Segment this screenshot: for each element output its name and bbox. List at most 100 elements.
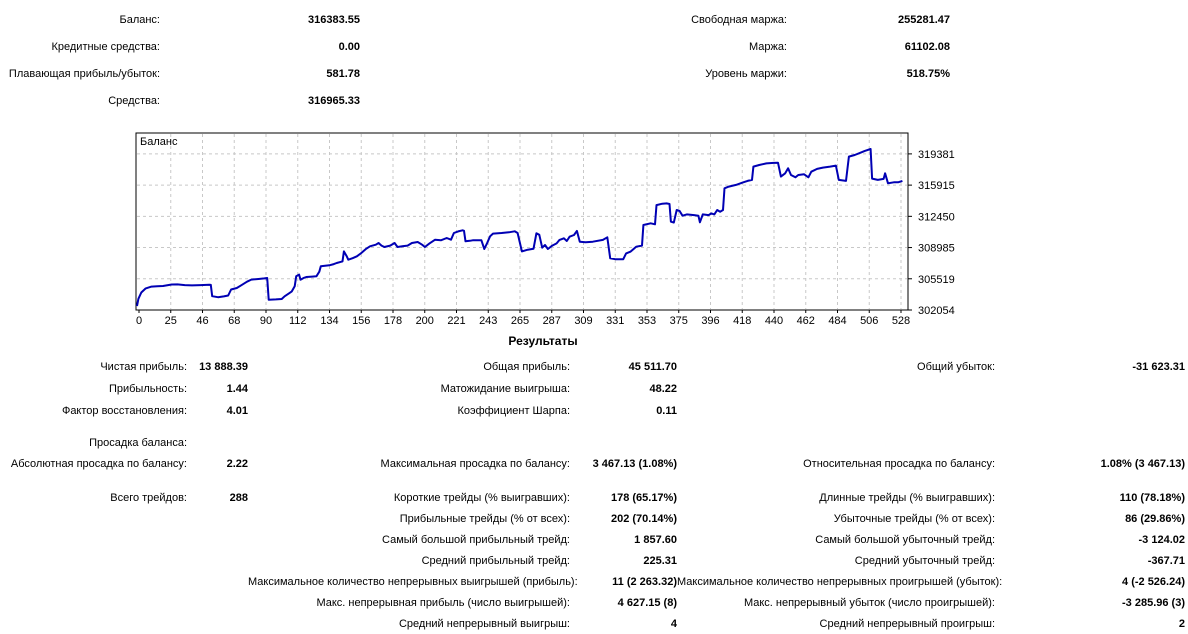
stat-label: Длинные трейды (% выигравших): [819,491,995,504]
x-tick-label: 221 [447,315,465,327]
x-tick-label: 528 [892,315,910,327]
stat-value: 3 467.13 (1.08%) [592,457,677,470]
stat-label: Короткие трейды (% выигравших): [393,491,570,504]
stat-label: Уровень маржи: [705,67,787,80]
stat-label: Фактор восстановления: [61,405,187,417]
stat-label: Всего трейдов: [110,491,187,504]
results-heading: Результаты [508,334,578,348]
stat-value: 2 [1178,617,1185,630]
stat-label: Максимальное количество непрерывных выиг… [248,575,578,588]
stat-label: Общий убыток: [917,361,995,373]
stat-label: Средний прибыльный трейд: [421,554,570,567]
stat-row: Самый большой прибыльный трейд: 1 857.60 С… [0,529,1185,550]
stat-value: 316383.55 [308,13,360,26]
trade-stats: Всего трейдов: 288 Короткие трейды (% выиг… [0,487,1185,634]
stat-value: 581.78 [326,67,360,80]
stat-value: 288 [229,491,248,504]
x-tick-label: 375 [670,315,688,327]
x-tick-label: 68 [228,315,240,327]
stat-value: 1 857.60 [634,533,677,546]
x-tick-label: 265 [511,315,529,327]
x-tick-label: 331 [606,315,624,327]
stat-row: Чистая прибыль: 13 888.39 Общая прибыль: 45… [0,356,1185,378]
y-tick-label: 308985 [918,243,955,255]
y-tick-label: 302054 [918,305,955,317]
stat-label: Абсолютная просадка по балансу: [10,457,187,470]
stat-label: Относительная просадка по балансу: [803,457,995,470]
stat-label: Матожидание выигрыша: [440,383,570,395]
stat-value: 13 888.39 [199,361,248,373]
stat-value: -367.71 [1147,554,1185,567]
x-tick-label: 178 [384,315,402,327]
stat-row: Прибыльность: 1.44 Матожидание выигрыша: 48… [0,378,1185,400]
x-tick-label: 243 [479,315,497,327]
stat-value: 1.08% (3 467.13) [1100,457,1185,470]
stat-label: Макс. непрерывный убыток (число проигрыш… [743,596,995,609]
stat-row: Плавающая прибыль/убыток: 581.78 Уровень м… [0,60,950,87]
x-tick-label: 134 [320,315,338,327]
stat-value: 0.00 [338,40,360,53]
x-tick-label: 156 [352,315,370,327]
stat-value: 48.22 [649,383,677,395]
stat-value: 316965.33 [308,94,360,107]
y-tick-label: 319381 [918,149,955,161]
stat-value: 4 (-2 526.24) [1122,575,1185,588]
stat-value: 0.11 [656,405,677,417]
chart-legend-label: Баланс [140,136,178,148]
stat-row: Средства: 316965.33 [0,87,950,114]
stat-value: 45 511.70 [628,361,677,373]
stat-row: Просадка баланса: [0,432,1185,453]
x-tick-label: 46 [196,315,208,327]
account-summary: Баланс: 316383.55 Свободная маржа: 255281.4… [0,6,950,114]
stat-value: 4 [670,617,677,630]
stat-label: Просадка баланса: [89,436,187,449]
stat-row: Макс. непрерывная прибыль (число выигрыш… [0,592,1185,613]
stat-label: Убыточные трейды (% от всех): [833,512,995,525]
stat-value: 4 627.15 (8) [617,596,677,609]
y-tick-label: 312450 [918,211,955,223]
balance-chart: 0 25 46 68 90 112 134 156 178 200 221 243 265 287 309 3… [130,125,990,330]
x-tick-label: 0 [136,315,142,327]
x-tick-label: 440 [765,315,783,327]
stat-value: 178 (65.17%) [610,491,677,504]
stat-label: Средства: [108,94,160,107]
stat-value: 1.44 [226,383,248,395]
stat-row: Абсолютная просадка по балансу: 2.22 Макси… [0,453,1185,474]
plot-border [135,132,909,311]
stat-label: Максимальная просадка по балансу: [380,457,570,470]
stat-row: Кредитные средства: 0.00 Маржа: 61102.08 [0,33,950,60]
balance-chart-svg: 0 25 46 68 90 112 134 156 178 200 221 243 265 287 309 3… [135,132,955,327]
x-tick-label: 396 [701,315,719,327]
drawdown-stats: Просадка баланса: Абсолютная просадка по … [0,432,1185,474]
stat-label: Средний непрерывный проигрыш: [819,617,995,630]
stat-label: Средний убыточный трейд: [854,554,995,567]
stat-label: Кредитные средства: [51,40,160,53]
profit-stats: Чистая прибыль: 13 888.39 Общая прибыль: 45… [0,356,1185,422]
stat-label: Чистая прибыль: [100,361,187,373]
stat-label: Прибыльные трейды (% от всех): [399,512,570,525]
x-tick-label: 506 [860,315,878,327]
y-tick-label: 315915 [918,180,955,192]
stat-label: Маржа: [748,40,787,53]
stat-row: Максимальное количество непрерывных выиг… [0,571,1185,592]
balance-line [136,148,903,307]
stat-value: 61102.08 [904,40,950,53]
stat-value: 86 (29.86%) [1125,512,1185,525]
stat-label: Макс. непрерывная прибыль (число выигрыш… [316,596,570,609]
stat-value: -3 285.96 (3) [1122,596,1185,609]
stat-value: 225.31 [643,554,677,567]
stat-label: Баланс: [119,13,160,26]
stat-row: Баланс: 316383.55 Свободная маржа: 255281.4… [0,6,950,33]
stat-value: -3 124.02 [1138,533,1185,546]
x-tick-label: 462 [797,315,815,327]
stat-value: 202 (70.14%) [610,512,677,525]
stat-value: 11 (2 263.32) [612,575,677,588]
x-tick-label: 353 [638,315,656,327]
stat-row: Прибыльные трейды (% от всех): 202 (70.14… [0,508,1185,529]
x-tick-label: 287 [543,315,561,327]
x-tick-label: 25 [165,315,177,327]
stat-row: Фактор восстановления: 4.01 Коэффициент Ша… [0,400,1185,422]
stat-label: Общая прибыль: [483,361,570,373]
x-tick-label: 309 [574,315,592,327]
stat-value: 110 (78.18%) [1119,491,1185,504]
